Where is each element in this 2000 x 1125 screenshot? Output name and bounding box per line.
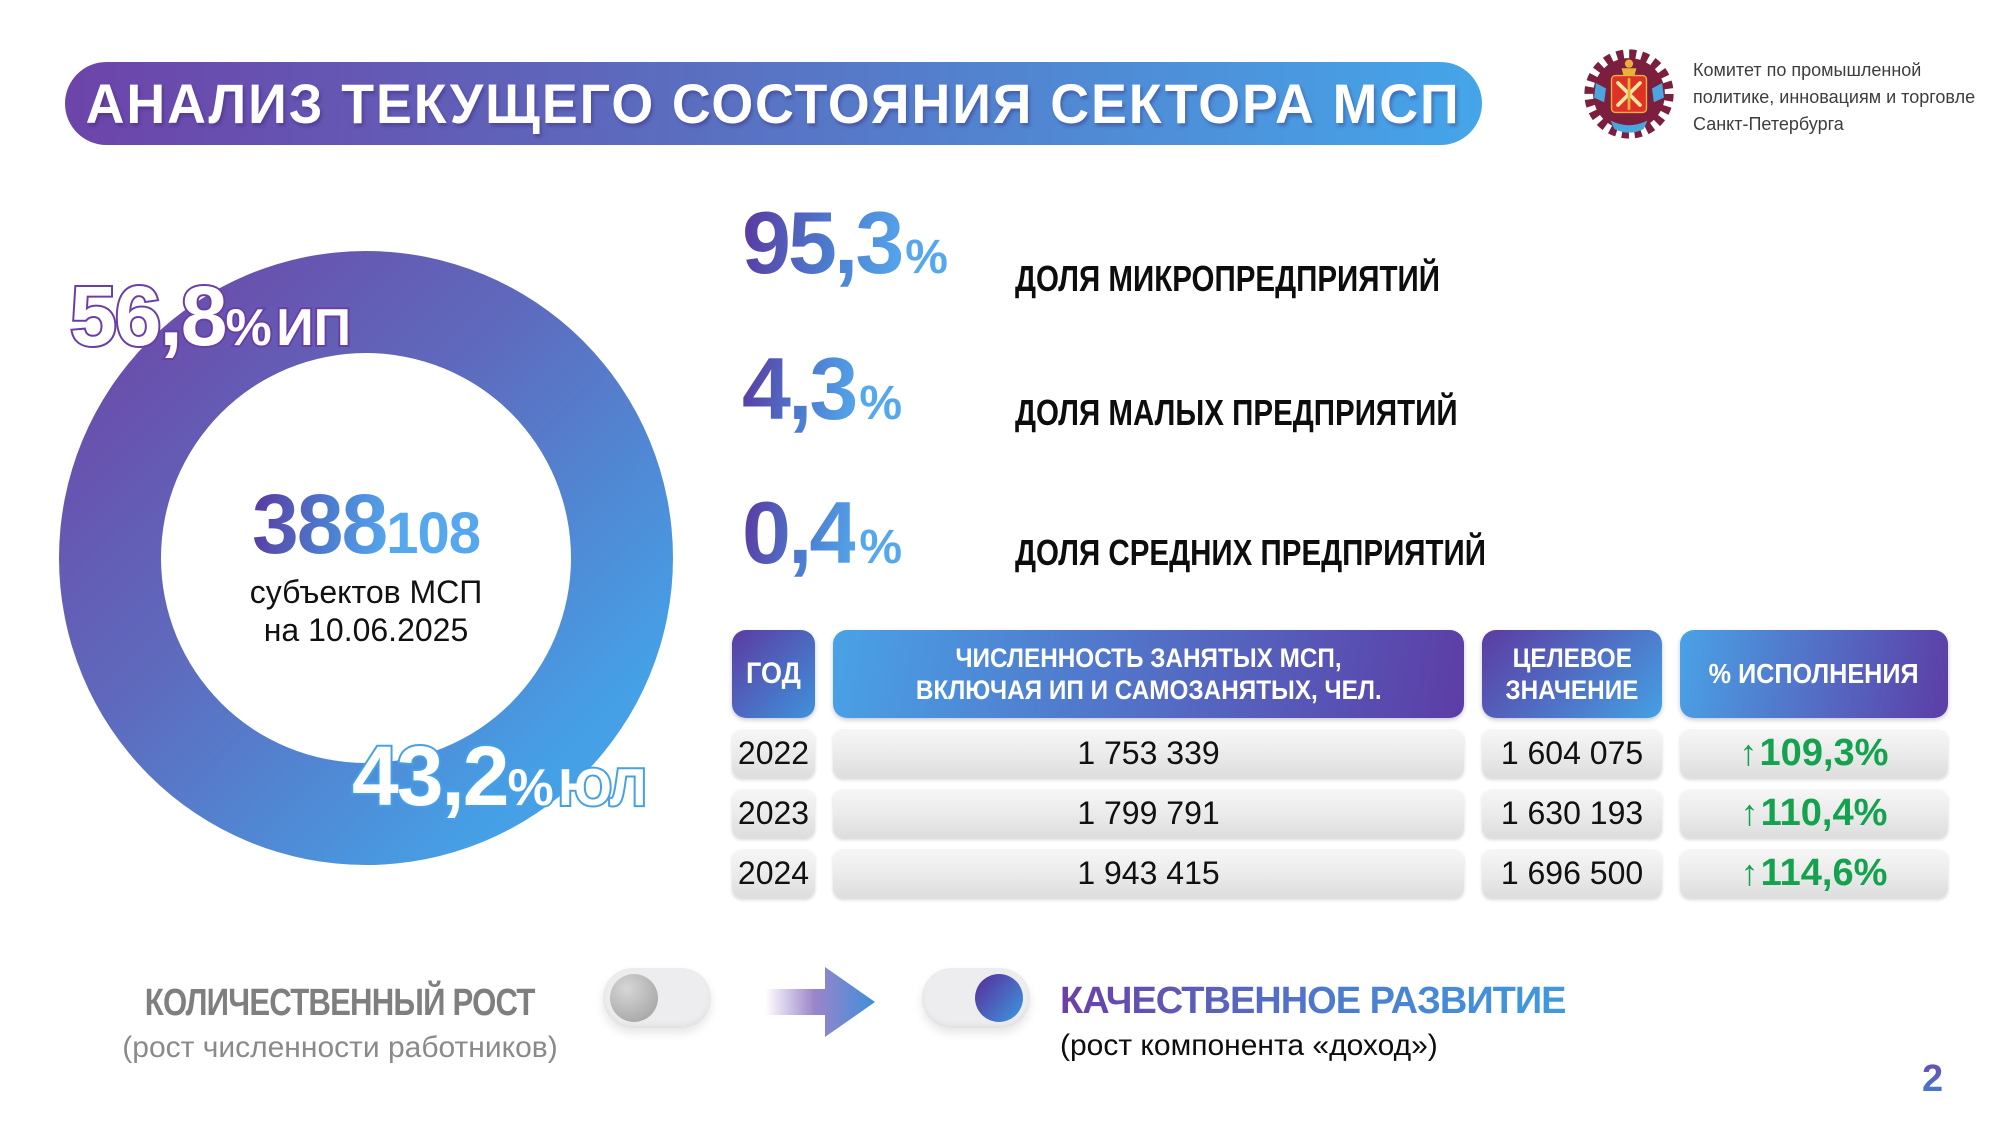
table-row-year: 2024 (732, 848, 815, 898)
donut-label-ip: 56,8% ИП (68, 267, 353, 365)
table-row-employed: 1 943 415 (833, 848, 1464, 898)
quantitative-growth-title: КОЛИЧЕСТВЕННЫЙ РОСТ (145, 982, 536, 1024)
col-header-execution: % ИСПОЛНЕНИЯ (1680, 630, 1948, 718)
toggle-off[interactable] (603, 968, 711, 1028)
stat-medium-number: 0,4 (742, 483, 858, 582)
msp-total-caption: субъектов МСП (249, 573, 483, 610)
donut-hole (161, 353, 571, 763)
yul-value: 43,2 (350, 727, 511, 825)
org-name-line3: Санкт-Петербурга (1693, 114, 1844, 134)
msp-total-big: 388 (252, 476, 388, 571)
quantitative-growth-block: КОЛИЧЕСТВЕННЫЙ РОСТ (рост численности ра… (85, 982, 595, 1065)
donut-center-label: 388 108 субъектов МСП на 10.06.2025 (59, 251, 673, 865)
col-header-target: ЦЕЛЕВОЕ ЗНАЧЕНИЕ (1482, 630, 1662, 718)
col-header-year: ГОД (732, 630, 815, 718)
donut-label-yul: 43,2% ЮЛ (350, 727, 648, 825)
msp-total-small: 108 (386, 500, 481, 566)
stat-medium-label: ДОЛЯ СРЕДНИХ ПРЕДПРИЯТИЙ (1015, 532, 1486, 573)
title-banner: АНАЛИЗ ТЕКУЩЕГО СОСТОЯНИЯ СЕКТОРА МСП (65, 62, 1482, 145)
stat-micro-unit: % (905, 231, 948, 284)
stat-small-value: 4,3% (742, 338, 902, 440)
yul-unit: % (505, 757, 555, 819)
table-row-year: 2023 (732, 788, 815, 838)
qualitative-development-title: КАЧЕСТВЕННОЕ РАЗВИТИЕ (1060, 980, 1567, 1022)
stat-small-number: 4,3 (742, 339, 858, 438)
page-title: АНАЛИЗ ТЕКУЩЕГО СОСТОЯНИЯ СЕКТОРА МСП (86, 72, 1461, 135)
ip-label: ИП (274, 297, 353, 359)
org-name-line1: Комитет по промышленной (1693, 60, 1922, 80)
toggle-off-knob (610, 974, 658, 1022)
donut-chart: 388 108 субъектов МСП на 10.06.2025 (59, 251, 673, 865)
page-number: 2 (1922, 1058, 1944, 1100)
table-row-execution: ↑ 114,6% (1680, 848, 1948, 898)
yul-label: ЮЛ (556, 757, 648, 819)
ip-value: 56,8 (68, 267, 229, 365)
toggle-on[interactable] (922, 968, 1030, 1028)
table-row-execution: ↑ 109,3% (1680, 728, 1948, 778)
stat-micro-label: ДОЛЯ МИКРОПРЕДПРИЯТИЙ (1015, 258, 1440, 299)
table-row-execution: ↑ 110,4% (1680, 788, 1948, 838)
quantitative-growth-subtitle: (рост численности работников) (122, 1031, 558, 1064)
stat-small-unit: % (859, 377, 903, 430)
ip-unit: % (223, 297, 273, 359)
toggle-on-knob (975, 974, 1023, 1022)
table-row-target: 1 604 075 (1482, 728, 1662, 778)
org-name: Комитет по промышленной политике, иннова… (1693, 45, 1975, 148)
up-arrow-icon: ↑ (1739, 732, 1758, 773)
spb-coat-of-arms-icon (1583, 45, 1675, 148)
table-row-employed: 1 799 791 (833, 788, 1464, 838)
table-row-year: 2022 (732, 728, 815, 778)
org-block: Комитет по промышленной политике, иннова… (1583, 45, 1975, 148)
table-row-employed: 1 753 339 (833, 728, 1464, 778)
table-row-target: 1 630 193 (1482, 788, 1662, 838)
employment-table: ГОД ЧИСЛЕННОСТЬ ЗАНЯТЫХ МСП, ВКЛЮЧАЯ ИП … (732, 630, 1948, 898)
qualitative-development-block: КАЧЕСТВЕННОЕ РАЗВИТИЕ (рост компонента «… (1060, 980, 1567, 1063)
qualitative-development-subtitle: (рост компонента «доход») (1060, 1029, 1438, 1062)
org-name-line2: политике, инновациям и торговле (1693, 87, 1976, 107)
stat-micro-value: 95,3% (742, 192, 948, 294)
stat-small-label: ДОЛЯ МАЛЫХ ПРЕДПРИЯТИЙ (1015, 392, 1458, 433)
up-arrow-icon: ↑ (1740, 792, 1759, 833)
transition-arrow-icon (765, 963, 877, 1046)
up-arrow-icon: ↑ (1740, 852, 1759, 893)
col-header-employed: ЧИСЛЕННОСТЬ ЗАНЯТЫХ МСП, ВКЛЮЧАЯ ИП И СА… (833, 630, 1464, 718)
stat-medium-unit: % (859, 521, 903, 574)
msp-total-date: на 10.06.2025 (263, 611, 469, 648)
stat-medium-value: 0,4% (742, 482, 902, 584)
table-row-target: 1 696 500 (1482, 848, 1662, 898)
stat-micro-number: 95,3 (742, 193, 904, 292)
